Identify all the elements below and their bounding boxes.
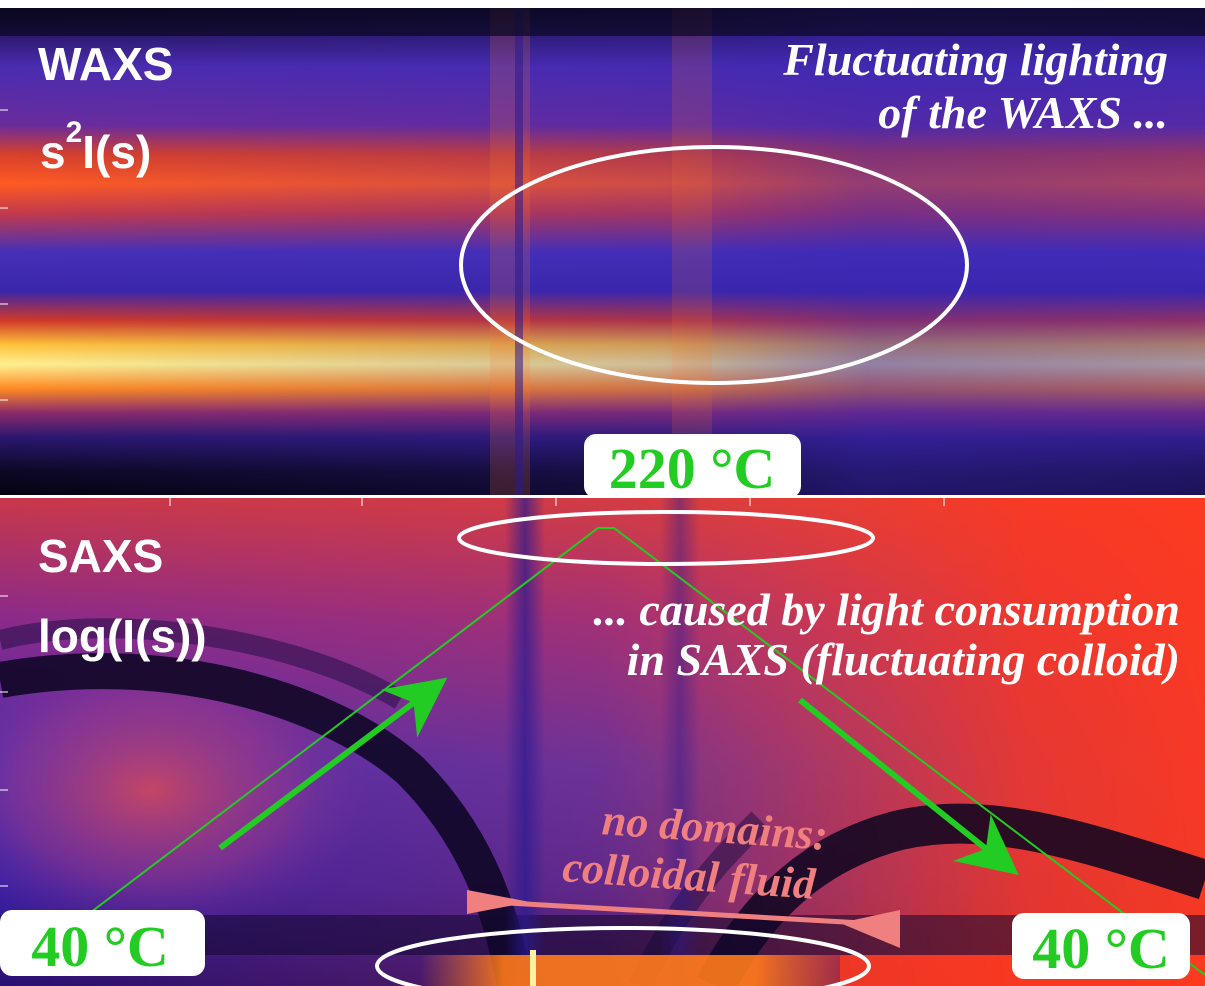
cooling-arrow bbox=[798, 697, 1019, 875]
saxs-quantity: log(I(s)) bbox=[38, 610, 207, 662]
waxs-annotation-line1: Fluctuating lighting bbox=[782, 34, 1168, 85]
svg-text:40 °C: 40 °C bbox=[1032, 916, 1170, 981]
saxs-heatmap bbox=[0, 498, 1205, 986]
end-temperature-badge: 40 °C bbox=[1012, 913, 1190, 981]
waxs-heatmap bbox=[0, 8, 1205, 496]
waxs-quantity: s2I(s) bbox=[40, 116, 151, 178]
waxs-axis-ticks bbox=[0, 109, 8, 401]
waxs-title: WAXS bbox=[38, 38, 173, 90]
heating-arrow bbox=[218, 677, 448, 851]
start-temperature-badge: 40 °C bbox=[0, 910, 205, 979]
saxs-top-ellipse bbox=[457, 510, 875, 566]
waxs-annotation-line2: of the WAXS ... bbox=[878, 87, 1168, 138]
colloidal-range-indicator bbox=[467, 890, 900, 948]
temperature-profile-line bbox=[7, 527, 1205, 976]
saxs-top-ticks bbox=[169, 498, 945, 506]
saxs-axis-ticks bbox=[0, 595, 8, 887]
peak-temperature-badge: 220 °C bbox=[584, 434, 801, 501]
saxs-title: SAXS bbox=[38, 530, 163, 582]
saxs-annotation-line2: in SAXS (fluctuating colloid) bbox=[627, 634, 1180, 685]
svg-text:220 °C: 220 °C bbox=[609, 436, 776, 501]
svg-text:40 °C: 40 °C bbox=[31, 914, 169, 979]
saxs-bottom-ellipse bbox=[375, 926, 871, 986]
waxs-highlight-ellipse bbox=[459, 145, 969, 385]
saxs-annotation-line1: ... caused by light consumption bbox=[593, 584, 1180, 635]
